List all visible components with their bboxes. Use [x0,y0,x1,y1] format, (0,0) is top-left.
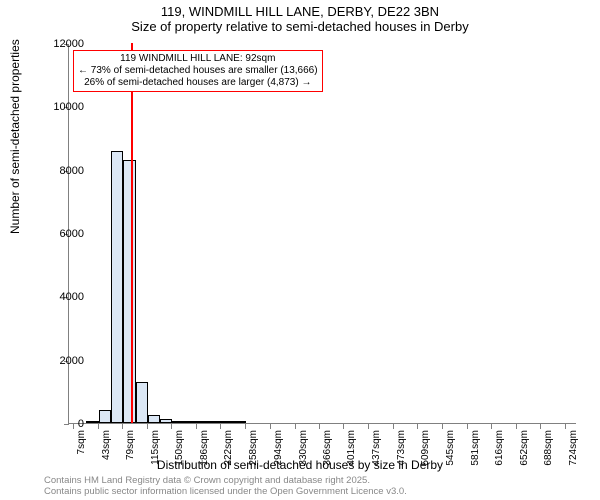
annotation-box: 119 WINDMILL HILL LANE: 92sqm← 73% of se… [73,50,323,92]
annotation-line3: 26% of semi-detached houses are larger (… [78,77,318,89]
plot-area: 119 WINDMILL HILL LANE: 92sqm← 73% of se… [68,44,576,424]
y-tick-label: 6000 [34,228,84,240]
x-axis-label: Distribution of semi-detached houses by … [0,458,600,472]
histogram-bar [221,421,233,423]
annotation-line1: 119 WINDMILL HILL LANE: 92sqm [78,53,318,65]
histogram-bar [184,421,196,423]
title-address: 119, WINDMILL HILL LANE, DERBY, DE22 3BN [0,4,600,19]
title-subtitle: Size of property relative to semi-detach… [0,19,600,34]
property-marker-line [131,43,133,423]
y-tick-label: 8000 [34,165,84,177]
histogram-bar [234,421,246,423]
histogram-bar [123,160,135,423]
histogram-bar [209,421,221,423]
annotation-line2: ← 73% of semi-detached houses are smalle… [78,65,318,77]
chart-area: 119 WINDMILL HILL LANE: 92sqm← 73% of se… [68,44,576,424]
histogram-bar [197,421,209,423]
y-axis-label: Number of semi-detached properties [8,39,22,234]
y-tick-label: 0 [34,418,84,430]
histogram-bar [160,419,172,423]
histogram-bar [99,410,111,423]
histogram-bar [172,421,184,423]
footer-attribution: Contains HM Land Registry data © Crown c… [44,476,407,498]
histogram-bar [136,382,148,423]
footer-line2: Contains public sector information licen… [44,487,407,498]
y-tick-label: 12000 [34,38,84,50]
chart-title: 119, WINDMILL HILL LANE, DERBY, DE22 3BN… [0,0,600,34]
histogram-bar [86,421,98,423]
histogram-bar [111,151,123,423]
histogram-bar [148,415,160,423]
y-tick-label: 10000 [34,101,84,113]
x-tick-label: 79sqm [125,430,136,460]
x-tick-label: 7sqm [76,430,87,454]
x-tick-label: 43sqm [101,430,112,460]
y-tick-label: 2000 [34,355,84,367]
y-tick-label: 4000 [34,291,84,303]
